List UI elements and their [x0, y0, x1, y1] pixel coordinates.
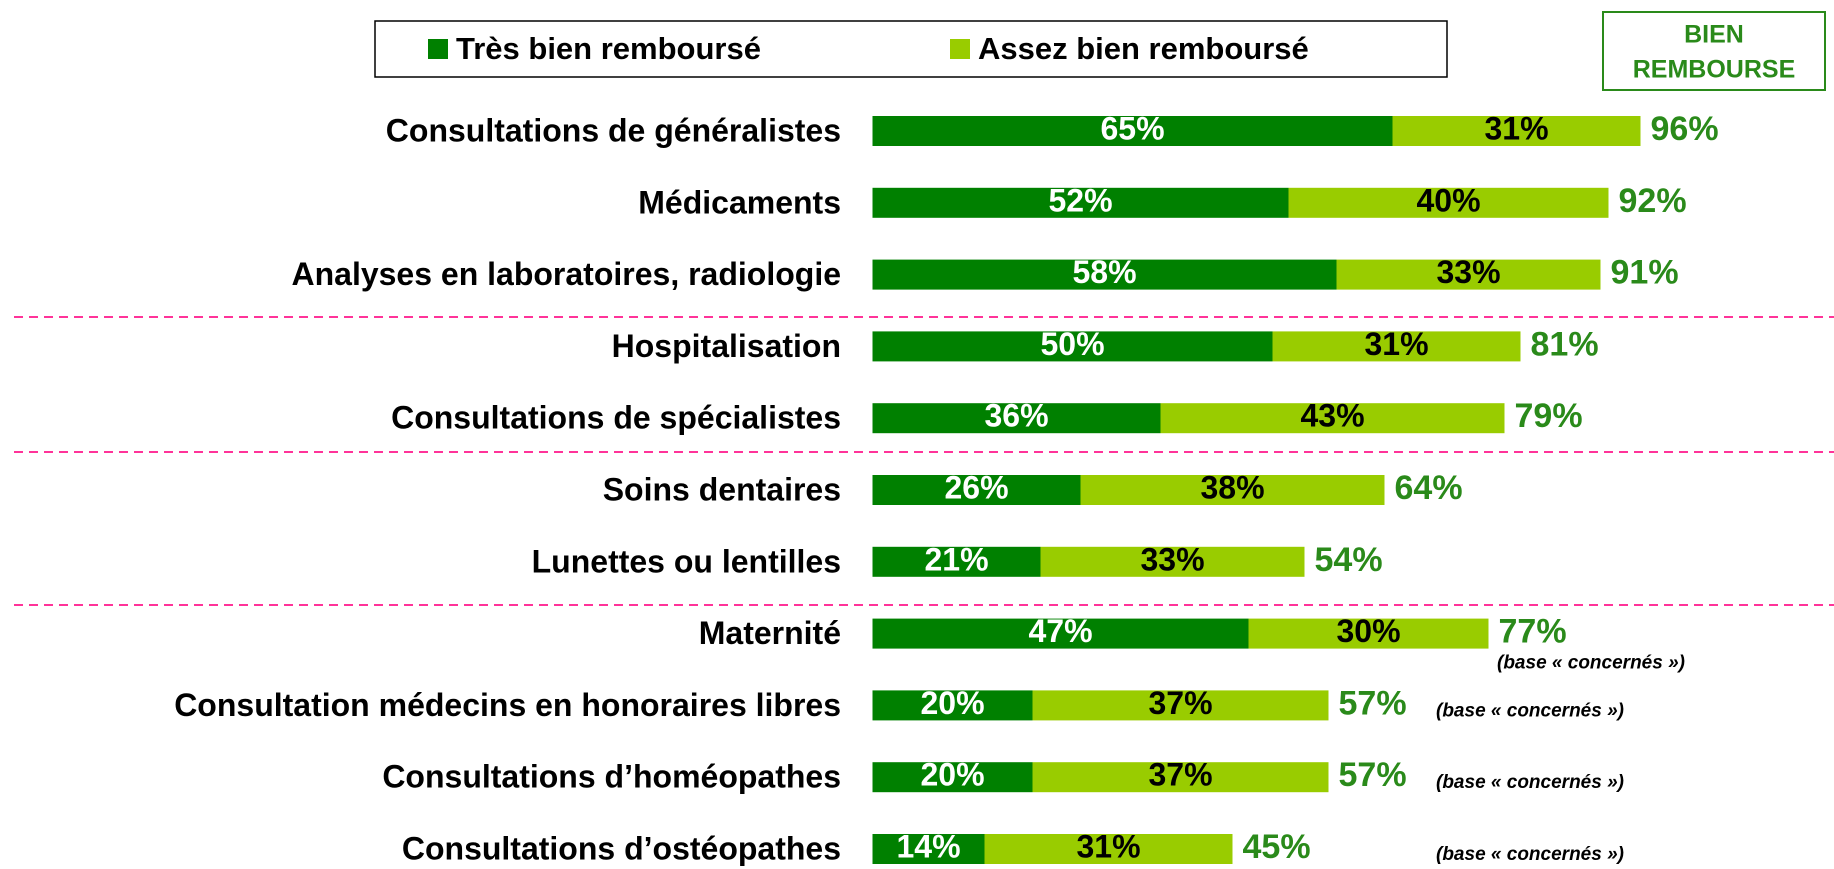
value-label: 58%: [1072, 254, 1136, 290]
value-label: 33%: [1436, 254, 1500, 290]
category-label: Consultations de spécialistes: [391, 400, 841, 436]
bar-segment: [984, 834, 1233, 864]
total-label: 57%: [1339, 756, 1407, 794]
totals-header: REMBOURSE: [1633, 56, 1796, 84]
bar-segment: [872, 403, 1161, 434]
total-label: 96%: [1651, 110, 1719, 148]
total-label: 91%: [1611, 254, 1679, 292]
legend-label: Assez bien remboursé: [978, 31, 1309, 66]
category-label: Consultation médecins en honoraires libr…: [174, 687, 841, 723]
bar-segment: [872, 259, 1337, 290]
total-label: 57%: [1339, 684, 1407, 722]
separators: [14, 316, 1834, 606]
legend-swatch: [428, 39, 448, 59]
bar-segment: [872, 546, 1041, 577]
bar-segment: [872, 475, 1081, 505]
value-label: 38%: [1200, 469, 1264, 505]
value-label: 31%: [1076, 828, 1140, 864]
legend-swatch: [950, 39, 970, 59]
total-label: 45%: [1243, 828, 1311, 866]
total-label: 81%: [1531, 325, 1599, 363]
bar-segment: [1272, 331, 1521, 362]
category-label: Médicaments: [638, 184, 841, 220]
category-label: Soins dentaires: [603, 471, 841, 507]
bar-segment: [872, 834, 985, 864]
totals-header-box: [1602, 11, 1826, 91]
value-label: 33%: [1140, 541, 1204, 577]
value-label: 14%: [896, 828, 960, 864]
bar-segment: [872, 331, 1273, 362]
bar-segment: [1032, 762, 1329, 793]
value-label: 21%: [924, 541, 988, 577]
note: (base « concernés »): [1436, 700, 1624, 721]
value-label: 37%: [1148, 757, 1212, 793]
total-label: 54%: [1315, 541, 1383, 579]
value-label: 31%: [1484, 110, 1548, 146]
bar-segment: [872, 762, 1033, 793]
total-label: 64%: [1395, 469, 1463, 507]
bar-segment: [1288, 187, 1609, 218]
legend-box: [374, 20, 1448, 78]
bar-segment: [1336, 259, 1601, 290]
value-label: 43%: [1300, 398, 1364, 434]
category-label: Consultations de généralistes: [386, 112, 841, 148]
category-label: Maternité: [699, 615, 841, 651]
totals-header: BIEN: [1684, 21, 1744, 49]
value-label: 20%: [920, 757, 984, 793]
bar-segment: [1392, 116, 1641, 146]
bar-segment: [872, 116, 1393, 146]
value-label: 47%: [1028, 613, 1092, 649]
value-label: 30%: [1336, 613, 1400, 649]
category-label: Consultations d’homéopathes: [382, 759, 841, 795]
value-label: 31%: [1364, 326, 1428, 362]
bar-segment: [872, 187, 1289, 218]
value-label: 50%: [1040, 326, 1104, 362]
total-label: 77%: [1499, 613, 1567, 651]
note: (base « concernés »): [1436, 844, 1624, 865]
value-label: 26%: [944, 469, 1008, 505]
category-label: Consultations d’ostéopathes: [402, 830, 841, 866]
legend-label: Très bien remboursé: [456, 31, 761, 66]
note: (base « concernés »): [1497, 653, 1685, 674]
category-label: Hospitalisation: [612, 328, 841, 364]
bar-segment: [872, 690, 1033, 721]
bar-segment: [1040, 546, 1305, 577]
total-label: 79%: [1515, 397, 1583, 435]
value-label: 65%: [1100, 110, 1164, 146]
note: (base « concernés »): [1436, 772, 1624, 793]
bar-segment: [1080, 475, 1385, 505]
total-label: 92%: [1619, 182, 1687, 220]
bar-segment: [1248, 618, 1489, 649]
value-label: 37%: [1148, 685, 1212, 721]
bar-segment: [1032, 690, 1329, 721]
bar-segment: [872, 618, 1249, 649]
value-label: 20%: [920, 685, 984, 721]
value-label: 36%: [984, 398, 1048, 434]
category-label: Analyses en laboratoires, radiologie: [291, 256, 841, 292]
value-label: 52%: [1048, 182, 1112, 218]
category-label: Lunettes ou lentilles: [532, 543, 841, 579]
bar-segment: [1160, 403, 1505, 434]
value-label: 40%: [1416, 182, 1480, 218]
